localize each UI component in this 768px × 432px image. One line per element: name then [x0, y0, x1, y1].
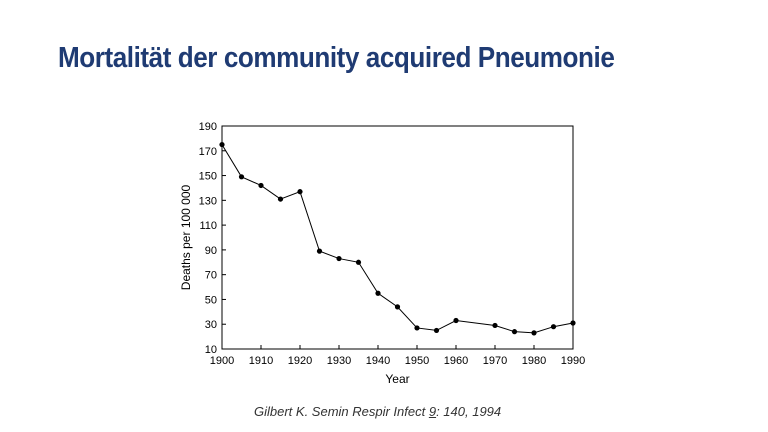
data-point	[414, 325, 420, 331]
data-point	[453, 317, 459, 324]
data-point	[492, 322, 498, 329]
citation-pages-year: : 140, 1994	[436, 404, 502, 419]
data-point	[433, 327, 440, 334]
data-point	[511, 329, 518, 335]
data-point	[394, 304, 401, 310]
data-point	[355, 259, 362, 265]
data-point	[258, 182, 264, 189]
data-point	[375, 290, 381, 296]
x-tick-label: 1970	[483, 355, 507, 367]
source-citation: Gilbert K. Semin Respir Infect 9: 140, 1…	[254, 404, 501, 419]
series-points	[219, 141, 576, 336]
y-tick-label: 170	[199, 146, 217, 158]
x-tick-label: 1910	[249, 355, 273, 367]
y-tick-label: 70	[205, 270, 217, 282]
plot-frame	[221, 125, 574, 350]
slide-title: Mortalität der community acquired Pneumo…	[58, 42, 615, 74]
x-tick-label: 1960	[444, 355, 468, 367]
data-point	[336, 255, 342, 262]
y-tick-label: 10	[205, 344, 217, 356]
data-point	[550, 324, 557, 330]
data-point	[219, 141, 225, 148]
y-tick-label: 30	[205, 319, 217, 331]
x-axis-label: Year	[385, 372, 409, 386]
x-tick-label: 1990	[561, 355, 585, 367]
x-tick-label: 1950	[405, 355, 429, 367]
y-tick-label: 130	[199, 195, 217, 207]
citation-author-journal: Gilbert K. Semin Respir Infect	[254, 404, 429, 419]
x-tick-label: 1940	[366, 355, 390, 367]
data-point	[531, 330, 537, 336]
y-tick-label: 190	[199, 121, 217, 133]
y-axis-ticks: 10 30 50 70 90 110 130 150 170 190	[199, 121, 226, 356]
y-tick-label: 90	[205, 245, 217, 257]
data-point	[277, 196, 284, 202]
citation-volume: 9	[428, 404, 437, 419]
y-axis-label: Deaths per 100 000	[179, 184, 193, 290]
series-lines	[221, 144, 574, 334]
x-tick-label: 1980	[522, 355, 546, 367]
x-tick-label: 1900	[210, 355, 234, 367]
x-tick-label: 1920	[288, 355, 312, 367]
series-line	[221, 144, 574, 334]
data-point	[570, 320, 576, 326]
data-point	[316, 248, 323, 254]
x-tick-label: 1930	[327, 355, 351, 367]
y-tick-label: 150	[199, 171, 217, 183]
y-tick-label: 110	[199, 220, 217, 232]
x-axis-ticks: 1900 1910 1920 1930 1940 1950 1960 1970 1980 1990	[210, 345, 585, 367]
data-point	[238, 174, 245, 180]
data-point	[297, 189, 303, 195]
y-tick-label: 50	[205, 294, 217, 306]
